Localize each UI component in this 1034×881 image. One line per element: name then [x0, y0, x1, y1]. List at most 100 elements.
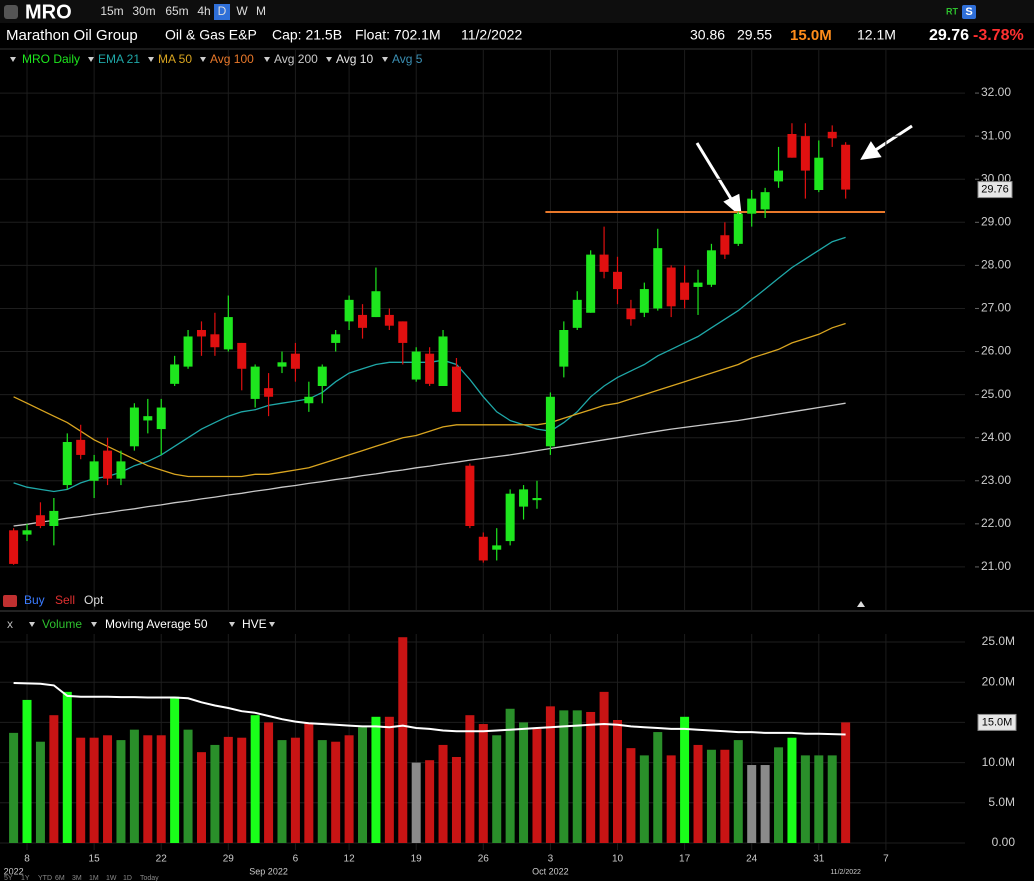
- candle-body: [264, 388, 274, 397]
- volume-bar: [787, 737, 797, 843]
- dropdown[interactable]: [91, 622, 97, 627]
- candle-body: [384, 314, 394, 326]
- icon-bg[interactable]: [962, 5, 976, 19]
- candle-body: [183, 336, 193, 367]
- candle-body: [129, 407, 139, 447]
- legend-entry: MA 50: [158, 52, 192, 66]
- volume-bar: [344, 735, 354, 843]
- range-button[interactable]: 1D: [123, 875, 132, 881]
- volume-bar: [237, 737, 247, 843]
- dropdown[interactable]: [264, 57, 270, 62]
- dropdown[interactable]: [200, 57, 206, 62]
- trade-button[interactable]: Sell: [55, 593, 75, 607]
- volume-bar: [613, 720, 622, 843]
- trade-button[interactable]: Opt: [84, 593, 104, 607]
- range-button[interactable]: 5Y: [4, 875, 13, 881]
- candle-body: [358, 314, 368, 328]
- timeframe-button[interactable]: 30m: [132, 4, 155, 18]
- volume-bar: [680, 716, 690, 843]
- industry: Oil & Gas E&P: [165, 27, 257, 43]
- range-button[interactable]: 1M: [89, 875, 99, 881]
- candle-body: [411, 351, 421, 380]
- y-tick-label: 25.0M: [982, 634, 1015, 648]
- volume-bar: [183, 729, 193, 843]
- y-tick-label: 29.00: [981, 214, 1011, 228]
- volume-bar: [89, 737, 99, 843]
- candle-body: [237, 342, 247, 369]
- timeframe-button[interactable]: 15m: [100, 4, 123, 18]
- dropdown[interactable]: [88, 57, 94, 62]
- candle-body: [599, 254, 609, 272]
- volume-bar: [304, 723, 314, 843]
- candle-body: [639, 289, 649, 313]
- timeframe-button[interactable]: M: [256, 4, 266, 18]
- timeframe-button[interactable]: D: [218, 4, 227, 18]
- symbol[interactable]: MRO: [25, 1, 72, 23]
- candle-body: [841, 144, 851, 190]
- dropdown[interactable]: [229, 622, 235, 627]
- scroll-marker[interactable]: [857, 601, 865, 607]
- candle-body: [425, 353, 435, 384]
- candle-body: [317, 366, 327, 386]
- volume-bar: [398, 637, 408, 843]
- y-tick-label: 27.00: [981, 301, 1011, 315]
- range-button[interactable]: 1Y: [21, 875, 30, 881]
- candle-body: [733, 213, 743, 244]
- x-tick-label: 8: [24, 854, 30, 865]
- candle-body: [613, 271, 622, 290]
- timeframe-button[interactable]: 4h: [197, 4, 210, 18]
- volume-bar: [814, 755, 824, 843]
- candle-body: [103, 450, 113, 479]
- volume-bar: [129, 729, 139, 843]
- volume-tag-label: 15.0M: [982, 716, 1013, 728]
- float: Float: 702.1M: [355, 27, 441, 43]
- close-study[interactable]: x: [7, 617, 13, 631]
- trade-button[interactable]: Buy: [24, 593, 45, 607]
- rt-icon[interactable]: RT: [946, 6, 958, 16]
- range-button[interactable]: 1W: [106, 875, 117, 881]
- trade-icon[interactable]: [3, 595, 17, 607]
- volume-bar: [143, 735, 153, 843]
- arrow-head: [860, 141, 882, 160]
- timeframe-button[interactable]: W: [236, 4, 248, 18]
- candle-body: [304, 396, 314, 404]
- moving-average-line: [13, 402, 846, 527]
- s-icon[interactable]: S: [965, 6, 972, 18]
- menu-icon[interactable]: [4, 5, 18, 19]
- volume-bar: [9, 732, 19, 843]
- volume-bar: [156, 735, 166, 843]
- x-tick-label: 15: [89, 854, 101, 865]
- dropdown[interactable]: [10, 57, 16, 62]
- volume-bar: [196, 752, 206, 843]
- candle-body: [532, 498, 542, 501]
- dropdown[interactable]: [29, 622, 35, 627]
- candle-body: [787, 134, 797, 158]
- range-button[interactable]: Today: [140, 875, 159, 881]
- timeframe-button[interactable]: 65m: [165, 4, 188, 18]
- range-button[interactable]: 6M: [55, 875, 65, 881]
- y-tick-label: 26.00: [981, 344, 1011, 358]
- date: 11/2/2022: [461, 27, 522, 43]
- dropdown[interactable]: [326, 57, 332, 62]
- range-button[interactable]: YTD: [38, 875, 52, 881]
- range-button[interactable]: 3M: [72, 875, 82, 881]
- candle-body: [76, 439, 86, 455]
- volume-bar: [733, 740, 743, 843]
- dropdown[interactable]: [269, 622, 275, 627]
- volume-bar: [210, 744, 220, 843]
- candle-body: [586, 254, 596, 313]
- volume-bar: [49, 715, 59, 843]
- candle-body: [814, 157, 824, 190]
- volume-bar: [371, 716, 381, 843]
- candle-body: [774, 170, 784, 182]
- candle-body: [760, 192, 770, 210]
- candle-body: [371, 291, 381, 318]
- volume-bar: [532, 728, 542, 843]
- dropdown[interactable]: [148, 57, 154, 62]
- annotation-arrows: [695, 124, 913, 218]
- volume-bar: [264, 722, 274, 843]
- volume-bar: [465, 715, 475, 843]
- x-month-label: Oct 2022: [532, 866, 569, 876]
- dropdown[interactable]: [382, 57, 388, 62]
